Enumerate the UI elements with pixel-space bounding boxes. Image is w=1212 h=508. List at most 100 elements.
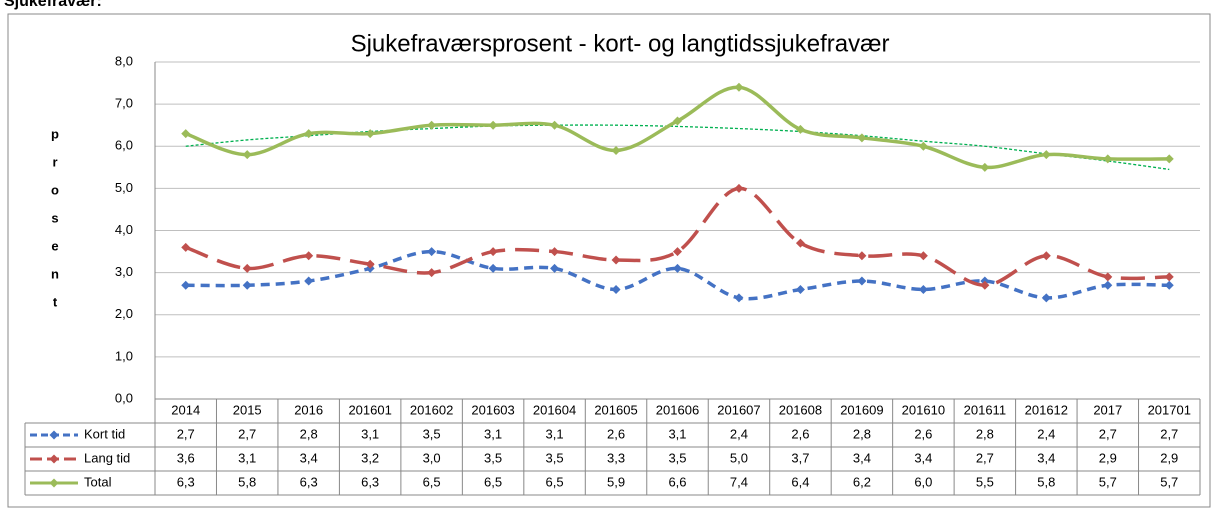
- point-marker: [1164, 272, 1174, 282]
- point-marker: [918, 141, 928, 151]
- x-tick-label: 201602: [410, 402, 453, 417]
- point-marker: [1164, 280, 1174, 290]
- table-value: 5,8: [1037, 474, 1055, 489]
- x-tick-label: 201605: [594, 402, 637, 417]
- table-value: 3,5: [668, 450, 686, 465]
- table-value: 5,9: [607, 474, 625, 489]
- point-marker: [611, 255, 621, 265]
- y-tick-label: 2,0: [115, 306, 133, 321]
- y-tick-label: 0,0: [115, 390, 133, 405]
- x-tick-label: 201609: [840, 402, 883, 417]
- legend-marker: [49, 430, 59, 440]
- table-value: 2,8: [300, 426, 318, 441]
- table-value: 3,5: [546, 450, 564, 465]
- chart-frame: [7, 13, 1211, 508]
- table-value: 3,4: [1037, 450, 1055, 465]
- table-value: 2,7: [976, 450, 994, 465]
- point-marker: [980, 280, 990, 290]
- table-value: 2,8: [976, 426, 994, 441]
- point-marker: [488, 120, 498, 130]
- point-marker: [550, 120, 560, 130]
- y-axis-label-letter: e: [51, 238, 58, 253]
- table-value: 3,0: [423, 450, 441, 465]
- point-marker: [181, 129, 191, 139]
- table-value: 3,4: [300, 450, 318, 465]
- x-tick-label: 2014: [171, 402, 200, 417]
- table-value: 3,1: [668, 426, 686, 441]
- point-marker: [1041, 251, 1051, 261]
- y-tick-label: 3,0: [115, 264, 133, 279]
- point-marker: [365, 259, 375, 269]
- table-value: 6,3: [361, 474, 379, 489]
- y-tick-label: 4,0: [115, 222, 133, 237]
- chart-title: Sjukefraværsprosent - kort- og langtidss…: [351, 30, 890, 57]
- table-value: 5,8: [238, 474, 256, 489]
- series-line: [185, 85, 1170, 170]
- point-marker: [365, 129, 375, 139]
- table-value: 6,6: [668, 474, 686, 489]
- table-value: 2,9: [1160, 450, 1178, 465]
- table-value: 2,6: [607, 426, 625, 441]
- table-value: 3,4: [914, 450, 932, 465]
- table-value: 2,7: [177, 426, 195, 441]
- table-value: 2,9: [1099, 450, 1117, 465]
- table-value: 2,6: [914, 426, 932, 441]
- y-axis-label-letter: p: [51, 126, 59, 141]
- table-value: 2,7: [1099, 426, 1117, 441]
- point-marker: [304, 276, 314, 286]
- y-tick-label: 8,0: [115, 53, 133, 68]
- point-marker: [1103, 154, 1113, 164]
- point-marker: [550, 247, 560, 257]
- table-value: 2,4: [1037, 426, 1055, 441]
- table-value: 6,0: [914, 474, 932, 489]
- legend-marker: [49, 478, 59, 488]
- x-tick-label: 201603: [471, 402, 514, 417]
- table-value: 3,5: [423, 426, 441, 441]
- point-marker: [795, 238, 805, 248]
- y-axis-label-letter: o: [51, 182, 59, 197]
- y-axis-label-letter: r: [52, 154, 57, 169]
- legend-label: Total: [84, 474, 112, 489]
- table-value: 2,4: [730, 426, 748, 441]
- table-value: 3,1: [484, 426, 502, 441]
- y-axis-label-letter: n: [51, 266, 59, 281]
- x-tick-label: 201612: [1025, 402, 1068, 417]
- point-marker: [1103, 280, 1113, 290]
- x-tick-label: 201701: [1148, 402, 1191, 417]
- point-marker: [611, 284, 621, 294]
- point-marker: [1041, 150, 1051, 160]
- point-marker: [857, 133, 867, 143]
- table-value: 5,7: [1160, 474, 1178, 489]
- table-value: 2,8: [853, 426, 871, 441]
- point-marker: [673, 247, 682, 257]
- table-value: 5,5: [976, 474, 994, 489]
- point-marker: [550, 263, 560, 273]
- point-marker: [1041, 293, 1051, 303]
- table-value: 3,1: [546, 426, 564, 441]
- table-value: 3,1: [361, 426, 379, 441]
- table-value: 3,4: [853, 450, 871, 465]
- legend-label: Kort tid: [84, 426, 125, 441]
- table-value: 3,3: [607, 450, 625, 465]
- table-value: 3,1: [238, 450, 256, 465]
- table-value: 2,7: [1160, 426, 1178, 441]
- point-marker: [427, 268, 437, 278]
- y-axis-label-letter: s: [51, 210, 58, 225]
- point-marker: [488, 247, 498, 257]
- y-axis-label-letter: t: [53, 294, 58, 309]
- y-tick-label: 6,0: [115, 138, 133, 153]
- point-marker: [181, 280, 191, 290]
- table-value: 6,3: [177, 474, 195, 489]
- point-marker: [242, 280, 252, 290]
- point-marker: [1164, 154, 1174, 164]
- series-line: [185, 186, 1170, 288]
- y-tick-label: 7,0: [115, 96, 133, 111]
- point-marker: [734, 293, 744, 303]
- x-tick-label: 2016: [294, 402, 323, 417]
- table-value: 3,6: [177, 450, 195, 465]
- table-value: 5,7: [1099, 474, 1117, 489]
- x-tick-label: 201610: [902, 402, 945, 417]
- y-tick-label: 1,0: [115, 348, 133, 363]
- point-marker: [918, 251, 928, 261]
